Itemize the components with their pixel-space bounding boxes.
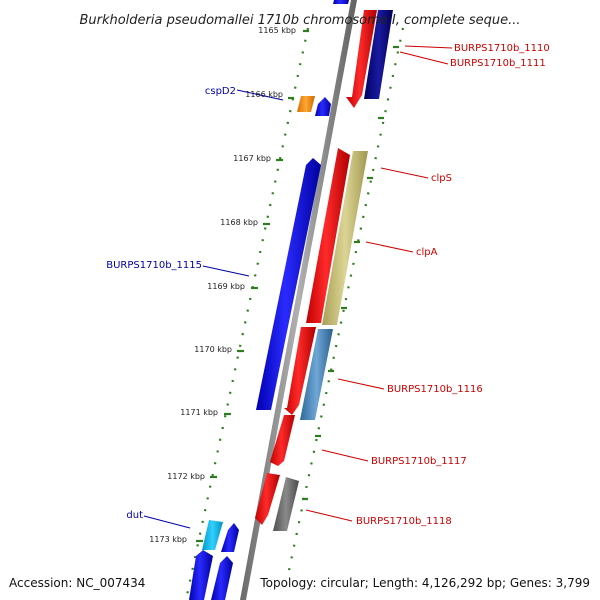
gene-arrow-clpa xyxy=(306,148,350,323)
label-burps1710b-1111[interactable]: BURPS1710b_1111 xyxy=(450,58,546,69)
gene-arrow-burps1710b-1117 xyxy=(270,415,295,466)
label-burps1710b-1118[interactable]: BURPS1710b_1118 xyxy=(356,516,452,527)
ruler-label-1166: 1166 kbp xyxy=(245,90,283,99)
label-burps1710b-1117[interactable]: BURPS1710b_1117 xyxy=(371,456,467,467)
map-title: Burkholderia pseudomallei 1710b chromoso… xyxy=(79,13,520,28)
gene-arrow-cspd2 xyxy=(315,97,331,116)
accession-text: Accession: NC_007434 xyxy=(9,576,145,590)
ruler-label-1172: 1172 kbp xyxy=(167,472,205,481)
ruler-label-1165: 1165 kbp xyxy=(258,26,296,35)
gene-arrow-burps1710b-1118-partner xyxy=(273,477,299,531)
gene-arrow-burps1710b-1118 xyxy=(255,473,280,525)
ruler-label-1168: 1168 kbp xyxy=(220,218,258,227)
label-clpa[interactable]: clpA xyxy=(416,247,438,258)
gene-arrow-dut-partner xyxy=(221,523,239,552)
gene-arrow-bottom-left-2 xyxy=(211,556,233,600)
ruler-label-1167: 1167 kbp xyxy=(233,154,271,163)
gene-arrow-burps1710b-1116 xyxy=(284,327,316,415)
gene-arrow-bottom-left-1 xyxy=(189,550,213,600)
gene-arrow-burps1710b-1115 xyxy=(256,158,321,410)
label-clps[interactable]: clpS xyxy=(431,173,452,184)
ruler-label-1173: 1173 kbp xyxy=(149,535,187,544)
gene-arrow-cspd2-partner xyxy=(297,96,315,112)
gene-arrow-burps1710b-1116-partner xyxy=(300,329,333,420)
label-burps1710b-1110[interactable]: BURPS1710b_1110 xyxy=(454,43,550,54)
gene-arrow-burps1710b-1111 xyxy=(364,10,393,99)
label-leaders xyxy=(143,45,453,529)
label-cspd2[interactable]: cspD2 xyxy=(205,86,236,97)
topology-text: Topology: circular; Length: 4,126,292 bp… xyxy=(259,576,590,590)
ruler-label-1171: 1171 kbp xyxy=(180,408,218,417)
gene-arrow-clps xyxy=(322,151,368,325)
gene-arrow-burps1710b-1110 xyxy=(346,10,377,108)
label-burps1710b-1115[interactable]: BURPS1710b_1115 xyxy=(106,260,202,271)
ruler-ticks xyxy=(196,29,399,543)
ruler-label-1170: 1170 kbp xyxy=(194,345,232,354)
ruler-label-1169: 1169 kbp xyxy=(207,282,245,291)
label-dut[interactable]: dut xyxy=(126,510,143,521)
ruler-left xyxy=(184,27,310,600)
gene-arrow-top-partial xyxy=(333,0,349,4)
label-burps1710b-1116[interactable]: BURPS1710b_1116 xyxy=(387,384,483,395)
gene-arrow-dut xyxy=(202,520,223,550)
chromosome-backbone xyxy=(240,0,357,600)
